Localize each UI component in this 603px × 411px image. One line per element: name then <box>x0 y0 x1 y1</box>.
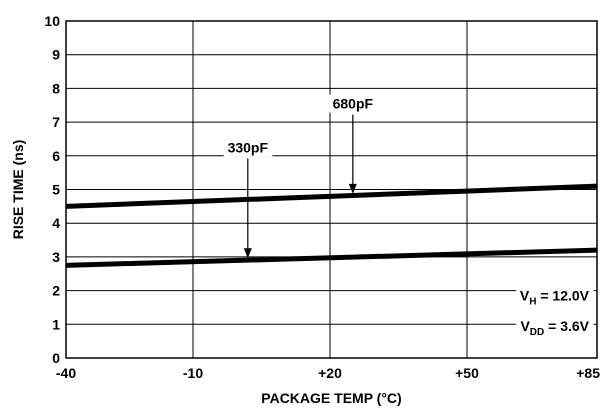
x-axis-title: PACKAGE TEMP (°C) <box>261 390 401 406</box>
y-tick-label: 10 <box>44 13 60 29</box>
annotation-label-330pf: 330pF <box>228 139 269 155</box>
x-tick-labels: -40 -10 +20 +50 +85 <box>56 365 600 381</box>
vh-symbol: V <box>520 288 530 304</box>
series-annotations: 680pF 330pF <box>223 94 378 259</box>
x-tick-label: -10 <box>183 365 203 381</box>
vdd-value: = 3.6V <box>544 318 589 334</box>
y-tick-label: 7 <box>52 114 60 130</box>
y-tick-label: 8 <box>52 80 60 96</box>
y-tick-label: 5 <box>52 182 60 198</box>
vdd-subscript: DD <box>530 327 544 338</box>
y-tick-label: 4 <box>52 215 60 231</box>
y-tick-label: 2 <box>52 283 60 299</box>
series-lines <box>65 183 598 268</box>
annotation-arrow-head <box>348 183 357 194</box>
annotation-label-680pf: 680pF <box>333 96 374 112</box>
x-tick-label: -40 <box>56 365 76 381</box>
x-tick-label: +50 <box>455 365 479 381</box>
x-tick-label: +20 <box>318 365 342 381</box>
series-line-680pf <box>65 183 598 209</box>
series-line-330pf <box>65 247 598 268</box>
grid <box>66 21 597 358</box>
y-tick-label: 1 <box>52 316 60 332</box>
vdd-symbol: V <box>520 318 530 334</box>
y-tick-label: 6 <box>52 148 60 164</box>
vh-condition: VH = 12.0V <box>520 288 590 308</box>
vh-subscript: H <box>529 297 536 308</box>
y-tick-label: 0 <box>52 350 60 366</box>
conditions-background <box>515 286 594 340</box>
y-tick-label: 3 <box>52 249 60 265</box>
plot-frame <box>65 20 598 359</box>
test-conditions: VH = 12.0V VDD = 3.6V <box>515 286 594 340</box>
annotation-bg <box>223 138 273 157</box>
vdd-condition: VDD = 3.6V <box>520 318 589 338</box>
annotation-arrow-head <box>243 248 252 259</box>
y-axis-title: RISE TIME (ns) <box>10 140 26 240</box>
x-tick-label: +85 <box>576 365 600 381</box>
vh-value: = 12.0V <box>536 288 589 304</box>
annotation-bg <box>328 94 378 113</box>
y-tick-label: 9 <box>52 47 60 63</box>
y-tick-labels: 0 1 2 3 4 5 6 7 8 9 10 <box>44 13 60 366</box>
